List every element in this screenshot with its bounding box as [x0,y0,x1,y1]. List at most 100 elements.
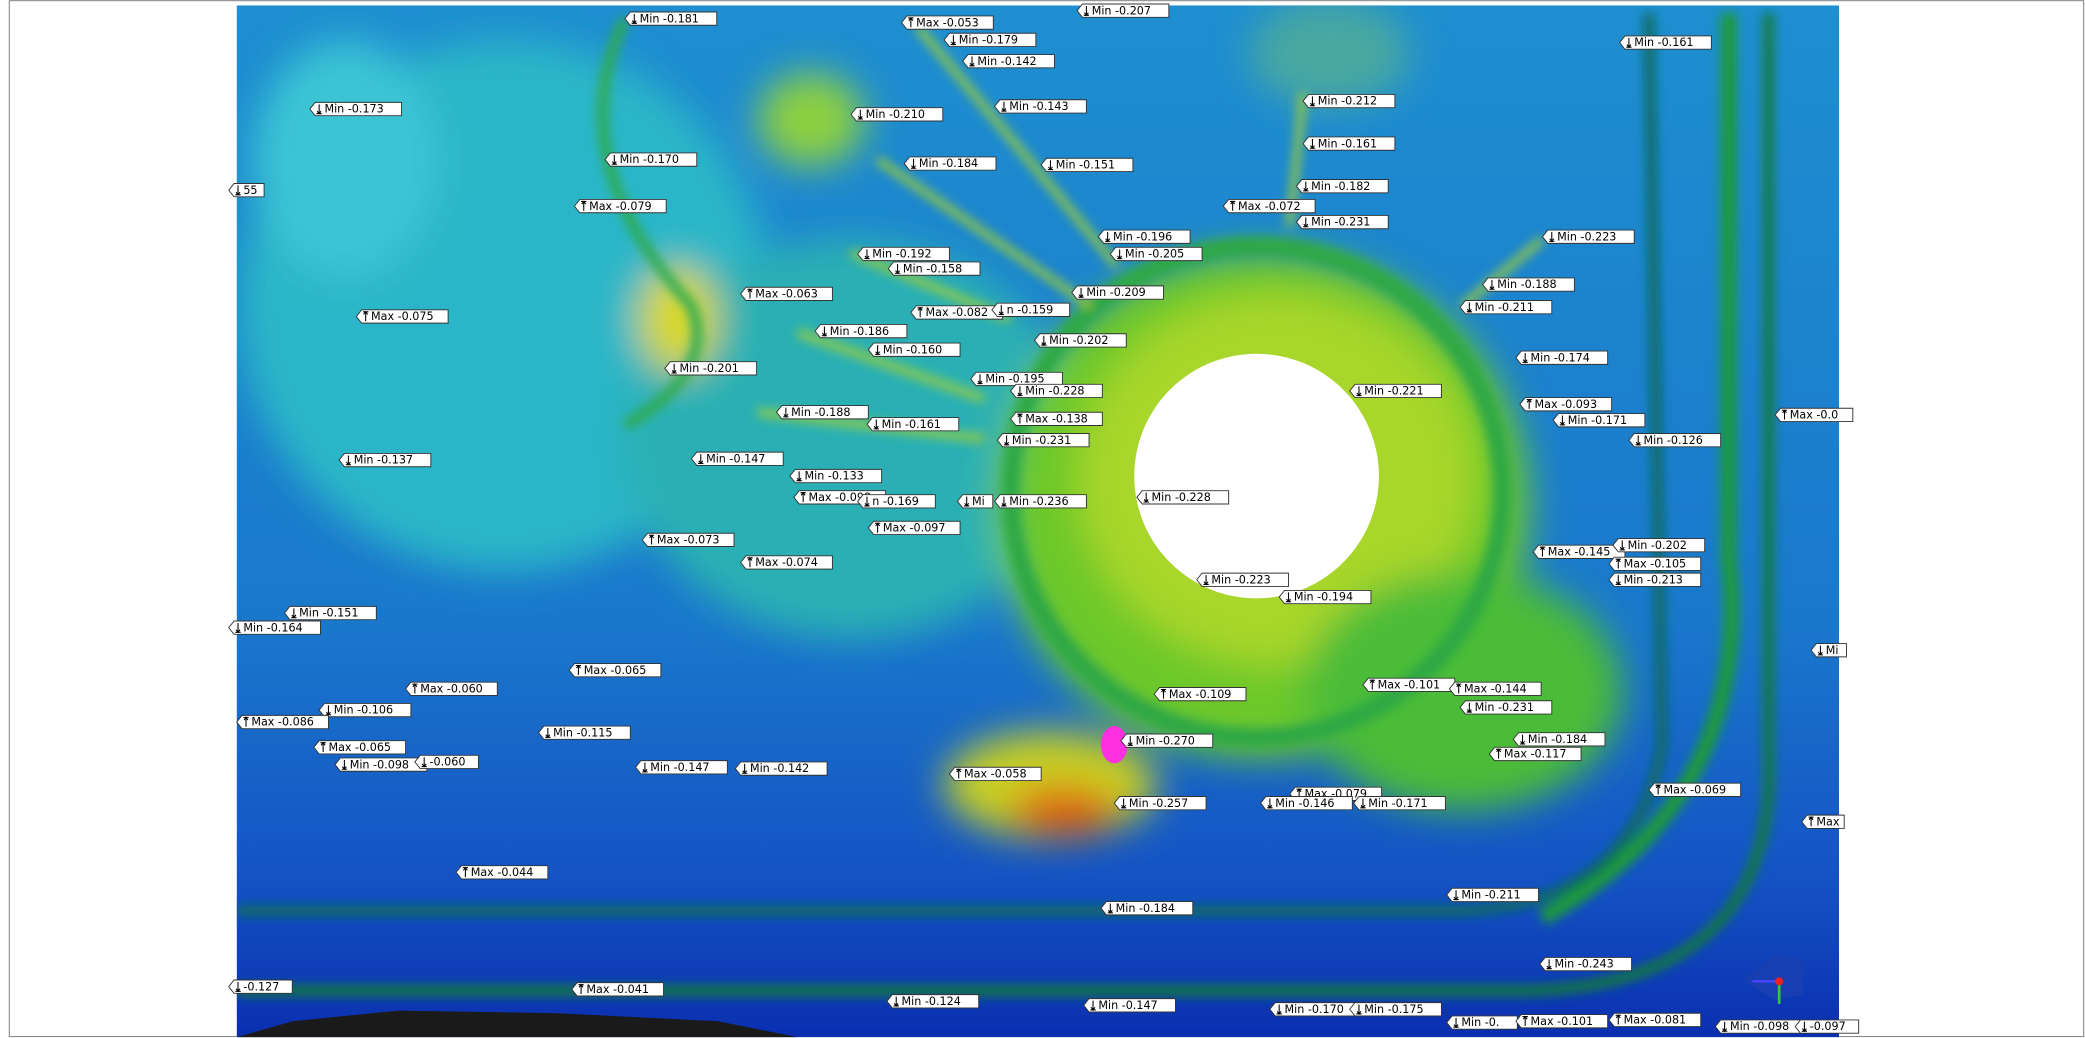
probe-label[interactable]: Min -0.270 [1120,733,1214,748]
probe-label[interactable]: Min -0.195 [970,371,1063,387]
probe-label[interactable]: Min -0.179 [943,32,1037,48]
probe-label[interactable]: Min -0.184 [1512,732,1606,747]
probe-label[interactable]: Min -0.257 [1113,796,1207,811]
probe-label[interactable]: Min -0.188 [1482,277,1575,292]
probe-label[interactable]: Min -0.147 [635,760,728,775]
probe-label[interactable]: Min -0.137 [338,452,432,468]
probe-label[interactable]: Max -0.138 [1009,411,1103,426]
probe-label[interactable]: -0.060 [414,754,479,770]
probe-label[interactable]: Max -0.086 [236,714,329,730]
probe-label[interactable]: Min -0.170 [604,152,698,167]
probe-label[interactable]: Min -0.142 [734,761,828,776]
probe-label[interactable]: Min -0.161 [866,417,960,432]
probe-label[interactable]: Min -0.209 [1071,285,1164,300]
probe-label[interactable]: Max -0.082 [910,305,1004,320]
probe-label[interactable]: Min -0.142 [962,54,1055,69]
probe-label[interactable]: Max -0.041 [571,982,664,997]
probe-label[interactable]: Min -0.164 [228,620,321,635]
probe-label[interactable]: Max -0.065 [568,663,662,678]
probe-label[interactable]: Max -0.145 [1532,544,1626,559]
probe-label[interactable]: Min -0.133 [789,468,883,484]
probe-label[interactable]: Min -0.211 [1446,887,1539,903]
probe-label[interactable]: Max -0.144 [1448,681,1542,696]
probe-label[interactable]: Min -0.181 [624,11,718,26]
probe-label[interactable]: Min -0.126 [1628,433,1722,448]
probe-label[interactable]: -0.097 [1794,1019,1860,1034]
probe-label[interactable]: Min -0.223 [1196,572,1289,587]
probe-label[interactable]: Min -0.184 [1100,901,1194,916]
probe-label[interactable]: Max -0.065 [313,740,407,755]
probe-label[interactable]: Min -0.184 [903,156,997,171]
probe-label[interactable]: Min -0.124 [886,994,980,1009]
probe-label[interactable]: Min -0.223 [1541,229,1635,244]
probe-label[interactable]: Max -0.101 [1362,677,1456,692]
probe-label[interactable]: Min -0.143 [994,99,1087,114]
probe-label[interactable]: Min -0.207 [1076,3,1170,18]
probe-label[interactable]: Min -0.115 [537,725,631,740]
probe-label[interactable]: -0.127 [228,979,293,994]
probe-label[interactable]: Min -0.196 [1097,229,1191,244]
probe-label[interactable]: Max -0.081 [1608,1012,1702,1028]
probe-label[interactable]: Max -0.074 [740,555,833,570]
probe-label[interactable]: Max -0.098 [793,490,887,505]
probe-label[interactable]: Max -0.0 [1774,407,1854,422]
probe-label[interactable]: Min -0.210 [850,107,944,122]
probe-label[interactable]: Min -0.213 [1608,572,1702,587]
probe-label[interactable]: Min -0.212 [1302,93,1396,109]
probe-label[interactable]: Min -0.194 [1278,589,1372,605]
probe-label[interactable]: Min -0.192 [857,246,950,262]
probe-label[interactable]: Min -0.231 [996,433,1090,448]
probe-label[interactable]: Max -0.093 [1519,397,1613,412]
probe-label[interactable]: Max -0.063 [740,286,833,301]
probe-label[interactable]: Min -0.158 [887,261,981,276]
probe-label[interactable]: Max -0.101 [1515,1014,1609,1029]
probe-label[interactable]: Mi [1810,643,1847,658]
probe-label[interactable]: Min -0.211 [1459,300,1553,315]
probe-label[interactable]: Min -0.151 [1040,157,1134,173]
probe-label[interactable]: Max -0.060 [404,681,498,696]
probe-label[interactable]: Min -0. [1446,1015,1518,1030]
probe-label[interactable]: Max -0.069 [1648,782,1742,797]
probe-label[interactable]: Min -0.201 [664,361,758,376]
probe-label[interactable]: Min -0.160 [867,342,961,357]
probe-label[interactable]: 55 [228,183,265,198]
probe-label[interactable]: Min -0.170 [1269,1002,1363,1017]
probe-label[interactable]: Mi [956,494,994,509]
probe-label[interactable]: Min -0.186 [814,323,908,339]
probe-label[interactable]: Min -0.106 [318,702,412,718]
probe-label[interactable]: Max -0.097 [867,520,961,536]
probe-label[interactable]: Max -0.058 [948,766,1042,782]
probe-label[interactable]: Max -0.105 [1608,556,1702,571]
probe-label[interactable]: Min -0.171 [1552,413,1646,428]
probe-label[interactable]: Min -0.182 [1295,179,1389,194]
probe-label[interactable]: Min -0.231 [1459,700,1553,715]
probe-label[interactable]: Min -0.228 [1136,490,1230,505]
probe-label[interactable]: Min -0.098 [334,757,428,772]
probe-label[interactable]: Min -0.171 [1353,796,1446,811]
probe-label[interactable]: Max -0.079 [573,199,667,214]
probe-label[interactable]: Min -0.161 [1302,136,1396,151]
probe-label[interactable]: Min -0.236 [994,494,1087,509]
probe-label[interactable]: Min -0.231 [1295,214,1389,230]
probe-label[interactable]: Min -0.175 [1349,1002,1442,1017]
probe-label[interactable]: Max -0.109 [1153,687,1247,702]
probe-label[interactable]: Min -0.188 [775,405,869,420]
probe-label[interactable]: Max -0.075 [355,309,449,324]
probe-label[interactable]: Min -0.147 [1083,998,1176,1013]
probe-label[interactable]: Min -0.161 [1619,35,1712,50]
probe-label[interactable]: Min -0.205 [1109,246,1203,262]
probe-label[interactable]: Min -0.173 [309,101,403,117]
probe-label[interactable]: Min -0.243 [1539,956,1633,972]
probe-label[interactable]: Min -0.098 [1714,1019,1808,1034]
probe-label[interactable]: Min -0.202 [1612,538,1706,553]
probe-label[interactable]: Min -0.202 [1033,333,1127,348]
probe-label[interactable]: Max -0.117 [1488,746,1582,762]
probe-label[interactable]: Max -0.053 [900,15,994,30]
probe-label[interactable]: n -0.159 [991,302,1071,317]
probe-label[interactable]: Min -0.174 [1515,350,1609,365]
probe-label[interactable]: Max -0.072 [1222,199,1316,214]
probe-label[interactable]: Max [1801,814,1845,829]
probe-label[interactable]: Min -0.146 [1259,796,1353,811]
probe-label[interactable]: n -0.169 [857,494,936,509]
